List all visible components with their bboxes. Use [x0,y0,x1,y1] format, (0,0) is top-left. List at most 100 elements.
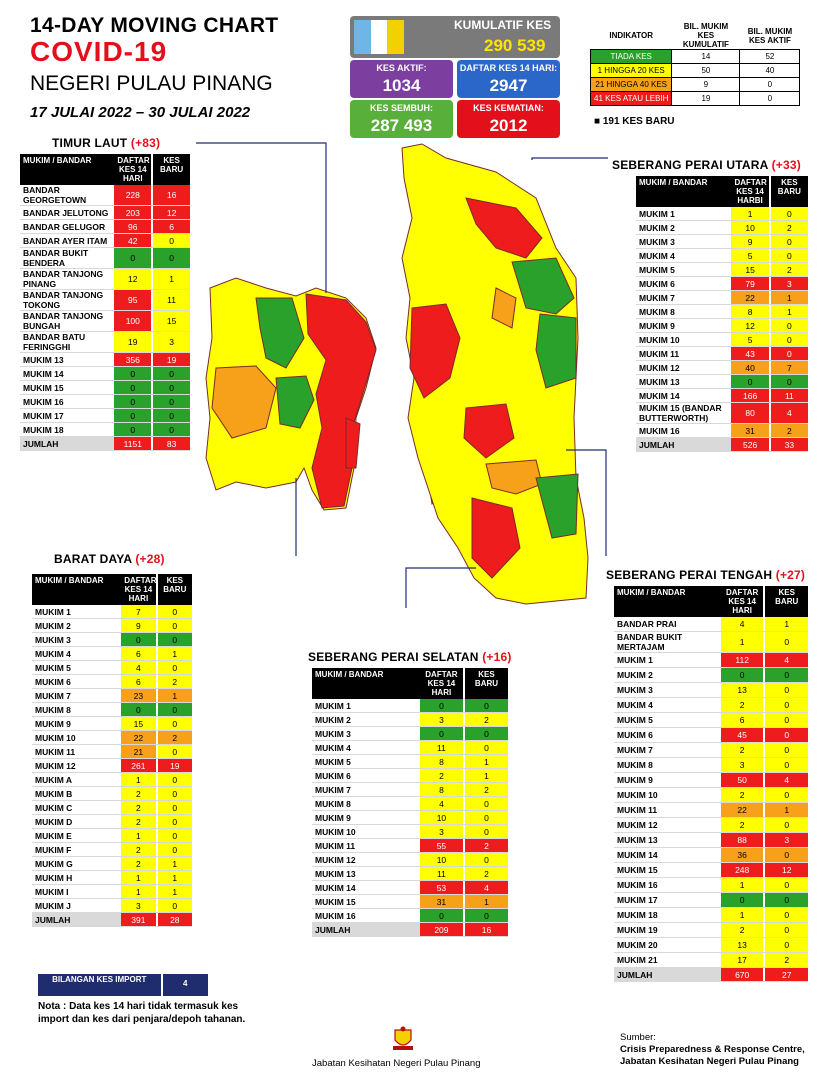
table-header-row: MUKIM / BANDAR DAFTAR KES 14 HARI KES BARU [312,668,508,699]
legend-a: 9 [671,77,741,92]
footer-department: Jabatan Kesihatan Negeri Pulau Pinang [312,1058,481,1069]
row-kes-baru: 0 [464,740,508,755]
island-green-region [255,297,305,369]
row-kes-baru: 4 [770,402,808,424]
row-daftar: 80 [731,402,769,424]
row-kes-baru: 0 [770,318,808,333]
row-kes-baru: 2 [464,838,508,853]
row-mukim: BANDAR AYER ITAM [20,233,115,248]
row-kes-baru: 12 [153,205,190,220]
row-kes-baru: 15 [153,310,190,332]
table-row: MUKIM 12 10 0 [312,852,508,867]
row-mukim: MUKIM 15 [312,894,420,909]
row-kes-baru: 2 [157,674,192,689]
section-title-barat-daya: BARAT DAYA (+28) [54,552,165,566]
row-daftar: 3 [419,824,463,839]
header-mukim: MUKIM / BANDAR [636,176,732,207]
row-daftar: 261 [121,758,156,773]
row-gap [155,688,158,703]
legend-b: 0 [739,77,801,92]
row-kes-baru: 0 [765,712,808,728]
header-kes-baru: KES BARU [157,574,192,605]
sembuh-label: KES SEMBUH: [369,103,433,113]
row-daftar: 55 [419,838,463,853]
row-kes-baru: 2 [157,730,192,745]
jerejak-red [345,417,361,469]
row-gap [763,817,766,833]
row-gap [763,832,766,848]
row-kes-baru: 2 [770,220,808,235]
row-mukim: MUKIM E [32,828,122,843]
row-daftar: 22 [121,730,156,745]
square-bullet-icon: ■ [594,116,603,127]
row-mukim: MUKIM 16 [312,908,420,923]
coat-of-arms-icon [393,1026,413,1050]
row-gap [155,660,158,675]
row-gap [763,847,766,863]
total-kes-baru: 83 [153,436,190,451]
row-kes-baru: 0 [464,810,508,825]
row-mukim: MUKIM 7 [312,782,420,797]
row-kes-baru: 4 [765,772,808,788]
row-kes-baru: 4 [464,880,508,895]
table-row: MUKIM 15 31 1 [312,894,508,909]
row-mukim: BANDAR TANJONG BUNGAH [20,310,115,332]
table-row: MUKIM 13 356 19 [20,352,190,367]
row-mukim: MUKIM 2 [32,618,122,633]
row-gap [763,682,766,698]
row-mukim: MUKIM 9 [32,716,122,731]
mainland-green-2 [535,313,577,389]
table-row: MUKIM 13 0 0 [636,374,808,389]
row-daftar: 0 [114,380,152,395]
section-title-sp-utara: SEBERANG PERAI UTARA (+33) [612,158,801,172]
row-mukim: MUKIM 4 [32,646,122,661]
row-mukim: MUKIM 2 [614,667,721,683]
row-daftar: 0 [419,699,463,713]
header-kes-baru: KES BARU [765,586,808,617]
row-gap [155,870,158,885]
row-kes-baru: 0 [464,726,508,741]
table-header-row: MUKIM / BANDAR DAFTAR KES 14 HARI KES BARU [20,154,190,185]
row-daftar: 6 [121,674,156,689]
row-daftar: 17 [720,952,764,968]
header-daftar: DAFTAR KES 14 HARI [121,574,156,605]
row-mukim: BANDAR JELUTONG [20,205,115,220]
row-gap [763,712,766,728]
row-kes-baru: 11 [153,289,190,311]
table-total-row: JUMLAH 391 28 [32,912,192,927]
row-mukim: MUKIM 17 [20,408,115,423]
row-mukim: MUKIM 5 [312,754,420,769]
row-gap [155,632,158,647]
row-mukim: MUKIM 13 [312,866,420,881]
row-gap [763,652,766,668]
header-kes-baru: KES BARU [770,176,808,207]
row-kes-baru: 1 [464,894,508,909]
row-gap [155,730,158,745]
row-daftar: 43 [731,346,769,361]
section-title-timur-laut: TIMUR LAUT (+83) [52,136,160,150]
row-daftar: 0 [114,366,152,381]
row-gap [155,674,158,689]
row-gap [155,856,158,871]
row-daftar: 7 [121,605,156,619]
section-title-sp-selatan: SEBERANG PERAI SELATAN (+16) [308,650,512,664]
row-gap [462,894,465,909]
row-mukim: MUKIM 15 (BANDAR BUTTERWORTH) [636,402,732,424]
row-gap [763,937,766,953]
table-timur-laut: MUKIM / BANDAR DAFTAR KES 14 HARI KES BARU… [20,154,190,451]
connector-line-sp-selatan [405,567,476,608]
row-mukim: MUKIM 14 [636,388,732,403]
legend-row: 41 KES ATAU LEBIH 19 0 [589,91,801,106]
row-mukim: MUKIM D [32,814,122,829]
table-row: MUKIM 16 31 2 [636,423,808,438]
import-label: BILANGAN KES IMPORT [38,974,161,996]
header-daftar: DAFTAR KES 14 HARI [114,154,152,185]
